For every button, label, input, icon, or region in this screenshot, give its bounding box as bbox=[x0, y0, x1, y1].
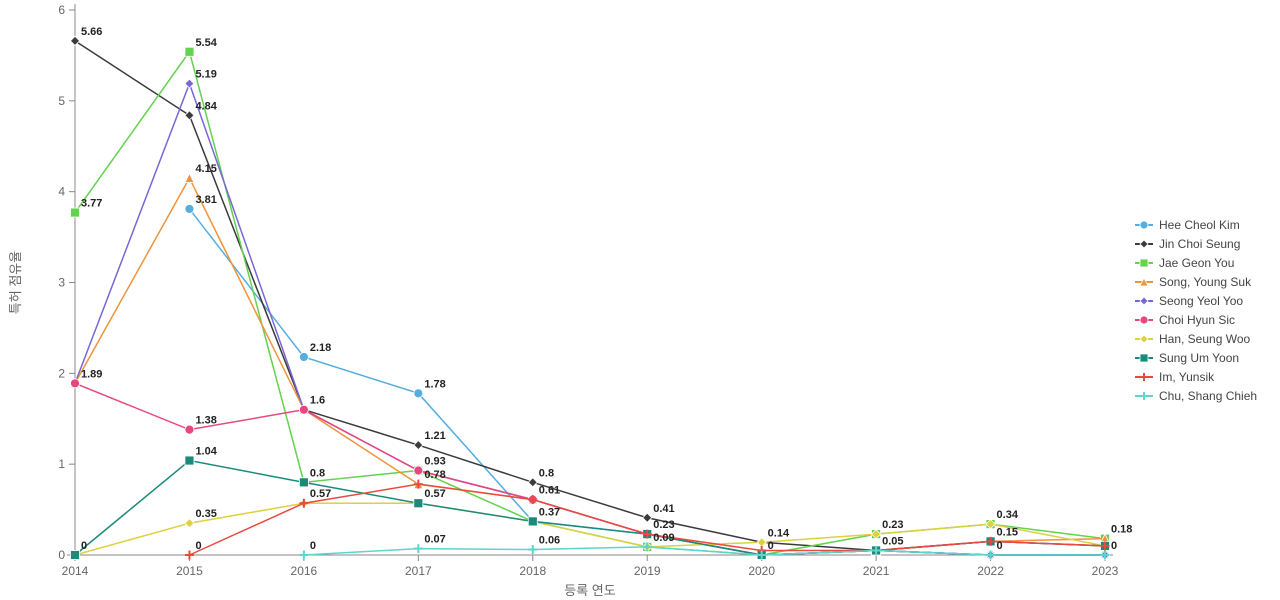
point-label: 4.15 bbox=[195, 163, 216, 175]
point-label: 1.04 bbox=[195, 446, 217, 458]
point-label: 5.19 bbox=[195, 69, 216, 81]
point-label: 4.84 bbox=[195, 100, 217, 112]
series-line bbox=[304, 547, 1105, 555]
series-line bbox=[75, 461, 1105, 555]
x-tick-label: 2014 bbox=[62, 564, 89, 578]
point-label: 0.05 bbox=[882, 535, 903, 547]
y-tick-label: 3 bbox=[58, 276, 65, 290]
point-label: 5.66 bbox=[81, 26, 102, 38]
point-label: 0.93 bbox=[424, 456, 445, 468]
point-label: 0.34 bbox=[997, 509, 1019, 521]
series bbox=[71, 79, 1110, 559]
legend-label: Im, Yunsik bbox=[1159, 370, 1215, 384]
x-tick-label: 2019 bbox=[634, 564, 661, 578]
point-label: 0.61 bbox=[539, 485, 560, 497]
series bbox=[185, 204, 1110, 559]
series bbox=[71, 379, 1110, 560]
point-label: 0 bbox=[195, 540, 201, 552]
y-tick-label: 4 bbox=[58, 185, 65, 199]
point-label: 0 bbox=[310, 540, 316, 552]
series-line bbox=[75, 503, 1105, 555]
x-axis-title: 등록 연도 bbox=[564, 583, 615, 598]
x-tick-label: 2021 bbox=[863, 564, 890, 578]
point-label: 0.8 bbox=[310, 467, 325, 479]
legend-label: Choi Hyun Sic bbox=[1159, 313, 1235, 327]
legend-label: Sung Um Yoon bbox=[1159, 351, 1239, 365]
series-line bbox=[75, 41, 1105, 555]
x-tick-label: 2022 bbox=[977, 564, 1004, 578]
y-tick-label: 5 bbox=[58, 94, 65, 108]
point-label: 1.78 bbox=[424, 378, 445, 390]
series-line bbox=[75, 178, 1105, 555]
y-axis-title: 특허 점유율 bbox=[8, 251, 23, 314]
legend-item: Hee Cheol Kim bbox=[1135, 218, 1240, 232]
point-label: 0.23 bbox=[653, 519, 674, 531]
point-label: 0.15 bbox=[997, 526, 1018, 538]
point-label: 0.78 bbox=[424, 469, 445, 481]
series bbox=[71, 47, 1110, 559]
legend-item: Song, Young Suk bbox=[1135, 275, 1252, 289]
y-tick-label: 0 bbox=[58, 548, 65, 562]
series bbox=[71, 36, 1110, 559]
x-tick-label: 2016 bbox=[291, 564, 318, 578]
point-label: 3.81 bbox=[195, 194, 216, 206]
legend-item: Sung Um Yoon bbox=[1135, 351, 1239, 365]
legend-item: Jae Geon You bbox=[1135, 256, 1234, 270]
legend-label: Song, Young Suk bbox=[1159, 275, 1252, 289]
point-label: 0 bbox=[768, 540, 774, 552]
x-tick-label: 2018 bbox=[519, 564, 546, 578]
y-tick-label: 2 bbox=[58, 366, 65, 380]
line-chart: 0 1 2 3 4 5 6 2014 2015 2016 2017 2018 2019 2020 2021 2… bbox=[0, 0, 1280, 600]
point-label: 0.06 bbox=[539, 535, 560, 547]
point-label: 0 bbox=[81, 540, 87, 552]
point-label: 0.23 bbox=[882, 519, 903, 531]
x-tick-label: 2015 bbox=[176, 564, 203, 578]
legend-label: Chu, Shang Chieh bbox=[1159, 389, 1257, 403]
series bbox=[71, 174, 1110, 560]
point-label: 0.57 bbox=[424, 488, 445, 500]
legend-item: Choi Hyun Sic bbox=[1135, 313, 1235, 327]
point-label: 1.21 bbox=[424, 430, 445, 442]
point-label: 3.77 bbox=[81, 198, 102, 210]
point-label: 0.8 bbox=[539, 467, 554, 479]
y-tick-label: 6 bbox=[58, 3, 65, 17]
point-label: 0.09 bbox=[653, 532, 674, 544]
point-label: 0.41 bbox=[653, 503, 674, 515]
point-label: 1.89 bbox=[81, 368, 102, 380]
legend-label: Han, Seung Woo bbox=[1159, 332, 1250, 346]
series-line bbox=[75, 383, 1105, 555]
legend-item: Seong Yeol Yoo bbox=[1135, 294, 1243, 308]
legend-item: Chu, Shang Chieh bbox=[1135, 389, 1257, 403]
legend-item: Im, Yunsik bbox=[1135, 370, 1215, 384]
point-label: 0.07 bbox=[424, 534, 445, 546]
x-tick-label: 2023 bbox=[1092, 564, 1119, 578]
legend-label: Jae Geon You bbox=[1159, 256, 1234, 270]
point-label: 0.14 bbox=[768, 527, 790, 539]
point-label: 0 bbox=[1111, 540, 1117, 552]
x-tick-label: 2020 bbox=[748, 564, 775, 578]
point-label: 5.54 bbox=[195, 37, 217, 49]
x-tick-label: 2017 bbox=[405, 564, 432, 578]
point-label: 0.35 bbox=[195, 508, 216, 520]
series-line bbox=[75, 52, 1105, 555]
legend-item: Jin Choi Seung bbox=[1135, 237, 1240, 251]
legend-item: Han, Seung Woo bbox=[1135, 332, 1250, 346]
point-label: 0 bbox=[997, 540, 1003, 552]
legend-label: Hee Cheol Kim bbox=[1159, 218, 1240, 232]
point-label: 1.6 bbox=[310, 395, 325, 407]
point-label: 1.38 bbox=[195, 415, 216, 427]
legend-label: Jin Choi Seung bbox=[1159, 237, 1240, 251]
point-label: 2.18 bbox=[310, 342, 331, 354]
point-label: 0.18 bbox=[1111, 524, 1132, 536]
y-tick-label: 1 bbox=[58, 457, 65, 471]
legend-label: Seong Yeol Yoo bbox=[1159, 294, 1243, 308]
point-label: 0.57 bbox=[310, 488, 331, 500]
series bbox=[71, 499, 1110, 560]
series-line bbox=[75, 84, 1105, 555]
point-label: 0.37 bbox=[539, 506, 560, 518]
